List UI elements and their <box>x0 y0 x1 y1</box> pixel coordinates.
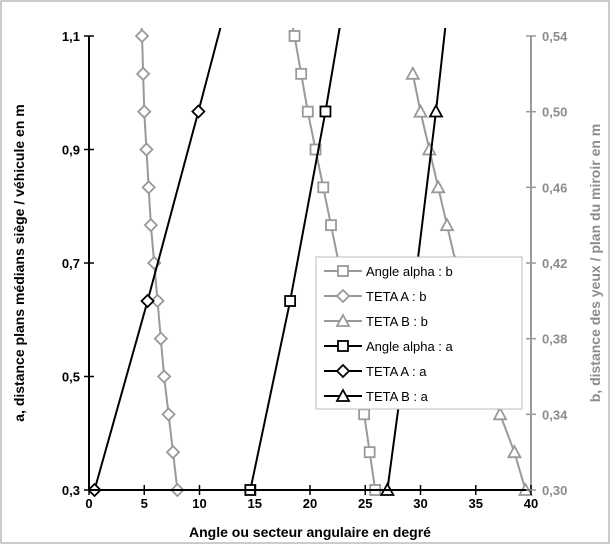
legend-label: TETA A : b <box>366 289 426 304</box>
y-right-tick-label: 0,30 <box>542 483 567 498</box>
y-axis-left-title: a, distance plans médians siège / véhicu… <box>11 104 27 421</box>
x-tick-label: 30 <box>413 496 427 511</box>
x-axis-title: Angle ou secteur angulaire en degré <box>189 524 431 540</box>
data-point <box>319 105 332 118</box>
x-tick-label: 35 <box>469 496 483 511</box>
data-point <box>191 104 206 119</box>
x-tick-label: 15 <box>248 496 262 511</box>
data-point <box>143 217 159 233</box>
data-point <box>325 219 337 232</box>
legend-label: TETA B : a <box>366 389 429 404</box>
data-point <box>161 407 176 422</box>
data-point <box>153 331 169 346</box>
y-right-tick-label: 0,34 <box>542 407 568 422</box>
data-point <box>358 408 371 421</box>
legend-entry: TETA B : a <box>324 388 429 404</box>
series-line <box>249 28 341 491</box>
data-point <box>405 65 421 80</box>
data-point <box>412 103 429 118</box>
data-point <box>309 143 322 156</box>
legend-label: Angle alpha : a <box>366 339 454 354</box>
legend-entry: TETA A : a <box>324 363 427 379</box>
y-left-tick-label: 0,3 <box>62 483 80 498</box>
data-point <box>301 105 314 118</box>
data-point <box>150 293 165 309</box>
data-point <box>156 369 172 384</box>
y-right-tick-label: 0,42 <box>542 256 567 271</box>
legend-marker <box>335 288 351 304</box>
data-point <box>139 142 154 157</box>
x-tick-label: 25 <box>358 496 372 511</box>
data-point <box>140 293 155 309</box>
x-tick-label: 5 <box>141 496 148 511</box>
data-point <box>295 67 308 80</box>
legend-marker <box>337 340 349 352</box>
x-tick-label: 10 <box>192 496 206 511</box>
legend-entry: TETA A : b <box>324 288 426 304</box>
y-right-tick-label: 0,54 <box>542 29 568 44</box>
data-point <box>506 444 522 459</box>
series-1 <box>134 28 185 498</box>
y-right-tick-label: 0,50 <box>542 105 567 120</box>
x-tick-label: 0 <box>85 496 92 511</box>
x-tick-label: 40 <box>524 496 538 511</box>
legend-marker <box>335 388 351 402</box>
y-left-tick-label: 1,1 <box>62 29 80 44</box>
data-point <box>136 104 152 119</box>
legend-marker <box>335 313 351 327</box>
data-point <box>317 181 330 194</box>
data-point <box>439 217 455 232</box>
legend-entry: Angle alpha : b <box>324 264 453 279</box>
data-point <box>135 66 151 82</box>
data-point <box>428 103 444 118</box>
y-right-tick-label: 0,38 <box>542 332 567 347</box>
series-4 <box>87 28 222 498</box>
data-point <box>284 295 297 307</box>
y-left-tick-label: 0,9 <box>62 143 80 158</box>
axes-layer: 0 5 10 15 20 25 30 35 40 0,3 0,5 0,7 0,9 1,1 0,30 0,34 0… <box>11 29 603 540</box>
legend-label: TETA B : b <box>366 314 428 329</box>
y-axis-right-title: b, distance des yeux / plan du miroir en… <box>587 124 603 403</box>
legend-entry: Angle alpha : a <box>324 339 454 354</box>
legend-label: Angle alpha : b <box>366 264 453 279</box>
legend-entry: TETA B : b <box>324 313 428 329</box>
series-line <box>93 28 222 491</box>
data-point <box>141 180 156 195</box>
data-point <box>134 28 150 44</box>
legend-marker <box>337 265 349 277</box>
data-point <box>363 446 376 459</box>
legend-label: TETA A : a <box>366 364 427 379</box>
data-point <box>430 179 446 194</box>
y-right-tick-label: 0,46 <box>542 180 567 195</box>
data-point <box>165 444 181 460</box>
data-point <box>492 406 508 421</box>
data-point <box>288 30 301 42</box>
legend-marker <box>335 363 351 379</box>
x-tick-label: 20 <box>303 496 317 511</box>
legend: Angle alpha : b TETA A : b TETA B : b Angle… <box>315 256 523 410</box>
y-left-tick-label: 0,5 <box>62 370 80 385</box>
legend-box <box>315 256 523 410</box>
y-left-tick-label: 0,7 <box>62 256 80 271</box>
